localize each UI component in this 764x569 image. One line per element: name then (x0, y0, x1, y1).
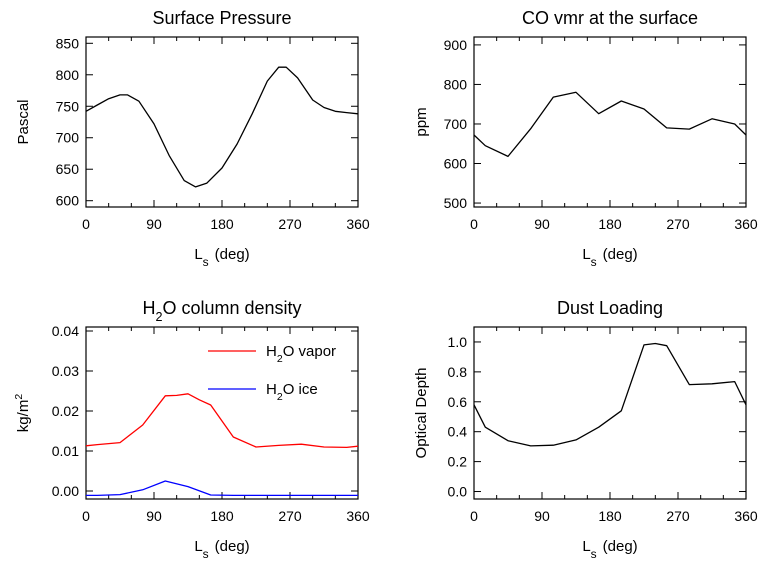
x-tick-label: 360 (734, 216, 758, 232)
legend-label: H2O ice (266, 381, 318, 403)
x-tick-label: 180 (210, 216, 234, 232)
x-tick-label: 90 (534, 508, 550, 524)
series-line-1 (473, 91, 747, 158)
y-tick-label: 0.00 (52, 483, 79, 499)
x-tick-label: 0 (82, 216, 90, 232)
x-tick-label: 270 (666, 216, 690, 232)
y-tick-label: 800 (444, 76, 468, 92)
x-axis-label: Ls (deg) (582, 538, 637, 561)
y-tick-label: 1.0 (448, 334, 468, 350)
y-tick-label: 500 (444, 195, 468, 211)
y-tick-label: 0.02 (52, 403, 79, 419)
x-tick-label: 360 (734, 508, 758, 524)
y-tick-label: 600 (444, 156, 468, 172)
series-line-2 (86, 480, 358, 497)
y-tick-label: 0.6 (448, 394, 468, 410)
x-tick-label: 360 (346, 216, 370, 232)
y-tick-label: 0.2 (448, 454, 468, 470)
x-tick-label: 90 (534, 216, 550, 232)
chart-title: Dust Loading (557, 298, 663, 318)
x-tick-label: 180 (598, 216, 622, 232)
y-tick-label: 700 (56, 130, 80, 146)
x-tick-label: 270 (278, 216, 302, 232)
y-tick-label: 600 (56, 193, 80, 209)
plot-frame (473, 326, 747, 500)
chart-title: CO vmr at the surface (522, 8, 698, 28)
x-tick-label: 180 (598, 508, 622, 524)
y-axis-label: Optical Depth (413, 368, 430, 459)
series-line-1 (85, 66, 359, 188)
x-tick-label: 0 (82, 508, 90, 524)
x-tick-label: 360 (346, 508, 370, 524)
y-axis-label: ppm (413, 107, 430, 136)
y-axis-label: kg/m2 (13, 394, 32, 433)
x-axis-label: Ls (deg) (194, 246, 249, 269)
x-axis-label: Ls (deg) (582, 246, 637, 269)
x-tick-label: 90 (146, 216, 162, 232)
y-tick-label: 800 (56, 67, 80, 83)
chart-panel-2: CO vmr at the surface 0 90 180 270 360 500 600 7… (413, 8, 758, 269)
x-axis-label: Ls (deg) (194, 538, 249, 561)
y-tick-label: 0.0 (448, 484, 468, 500)
y-tick-label: 900 (444, 37, 468, 53)
x-tick-label: 270 (666, 508, 690, 524)
series-line-1 (473, 342, 747, 447)
y-tick-label: 0.4 (448, 424, 468, 440)
y-axis-label: Pascal (15, 99, 32, 144)
y-tick-label: 850 (56, 35, 80, 51)
legend-label: H2O vapor (266, 343, 336, 365)
chart-panel-3: H2O column density 0 90 180 270 360 0.00 0.01 0.… (13, 298, 370, 561)
y-tick-label: 700 (444, 116, 468, 132)
series-line-1 (85, 393, 359, 449)
x-tick-label: 90 (146, 508, 162, 524)
chart-panel-4: Dust Loading 0 90 180 270 360 0.0 0.2 0.4 0.6 0.8 1… (413, 298, 758, 561)
chart-panel-1: Surface Pressure 0 90 180 270 360 600 650 700 750… (15, 8, 370, 269)
x-tick-label: 180 (210, 508, 234, 524)
x-tick-label: 0 (470, 508, 478, 524)
chart-title: H2O column density (142, 298, 301, 324)
y-tick-label: 0.8 (448, 364, 468, 380)
y-tick-label: 750 (56, 98, 80, 114)
chart-title: Surface Pressure (152, 8, 291, 28)
x-tick-label: 270 (278, 508, 302, 524)
x-tick-label: 0 (470, 216, 478, 232)
y-tick-label: 650 (56, 161, 80, 177)
y-tick-label: 0.04 (52, 323, 79, 339)
y-tick-label: 0.03 (52, 363, 79, 379)
plot-frame (85, 36, 359, 208)
y-tick-label: 0.01 (52, 443, 79, 459)
